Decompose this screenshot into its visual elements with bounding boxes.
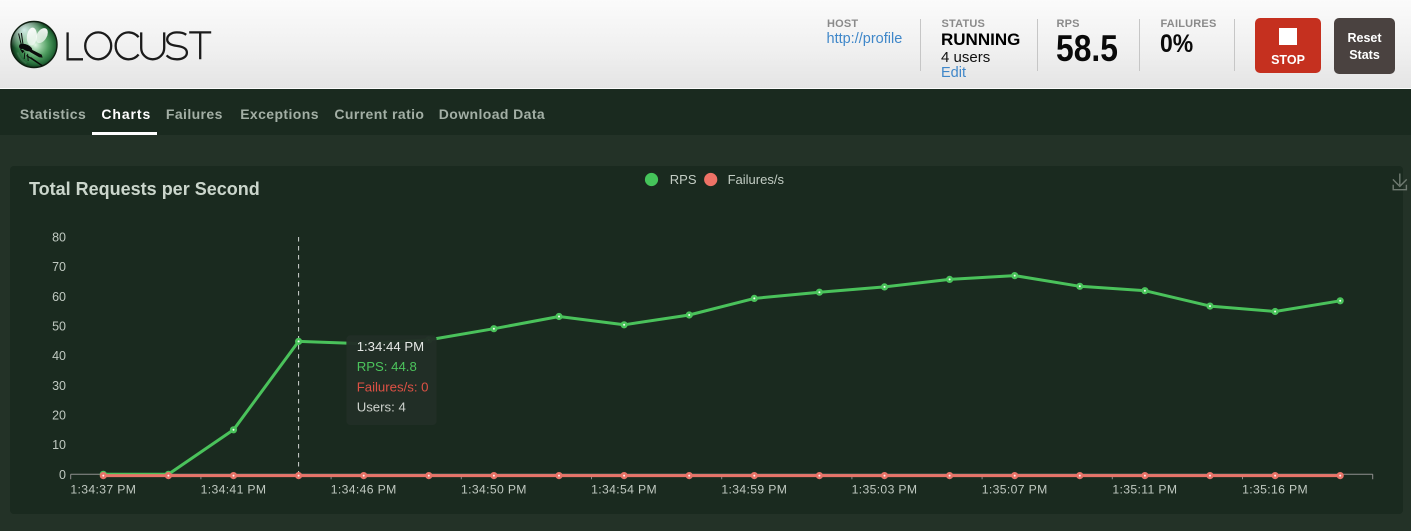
svg-text:20: 20 (52, 409, 66, 423)
svg-text:80: 80 (52, 231, 66, 245)
svg-text:60: 60 (52, 290, 66, 304)
svg-text:30: 30 (52, 379, 66, 393)
svg-text:1:34:41 PM: 1:34:41 PM (201, 483, 267, 497)
svg-text:1:34:50 PM: 1:34:50 PM (461, 483, 527, 497)
svg-text:1:35:03 PM: 1:35:03 PM (852, 483, 918, 497)
svg-text:1:35:16 PM: 1:35:16 PM (1242, 483, 1308, 497)
svg-text:1:34:44 PM: 1:34:44 PM (357, 339, 424, 354)
svg-text:0: 0 (59, 468, 66, 482)
svg-text:1:34:37 PM: 1:34:37 PM (70, 483, 136, 497)
svg-text:Users: 4: Users: 4 (357, 400, 406, 415)
svg-text:40: 40 (52, 349, 66, 363)
svg-text:1:34:59 PM: 1:34:59 PM (721, 483, 787, 497)
svg-text:1:35:07 PM: 1:35:07 PM (982, 483, 1048, 497)
svg-text:Failures/s: 0: Failures/s: 0 (357, 379, 429, 394)
svg-text:RPS: 44.8: RPS: 44.8 (357, 359, 417, 374)
svg-text:Failures/s: Failures/s (728, 172, 785, 187)
svg-text:1:34:54 PM: 1:34:54 PM (591, 483, 657, 497)
svg-text:10: 10 (52, 438, 66, 452)
svg-text:1:34:46 PM: 1:34:46 PM (331, 483, 397, 497)
svg-text:1:35:11 PM: 1:35:11 PM (1112, 483, 1177, 497)
svg-text:70: 70 (52, 260, 66, 274)
svg-text:Total Requests per Second: Total Requests per Second (29, 179, 260, 199)
svg-text:RPS: RPS (670, 172, 697, 187)
svg-text:50: 50 (52, 320, 66, 334)
